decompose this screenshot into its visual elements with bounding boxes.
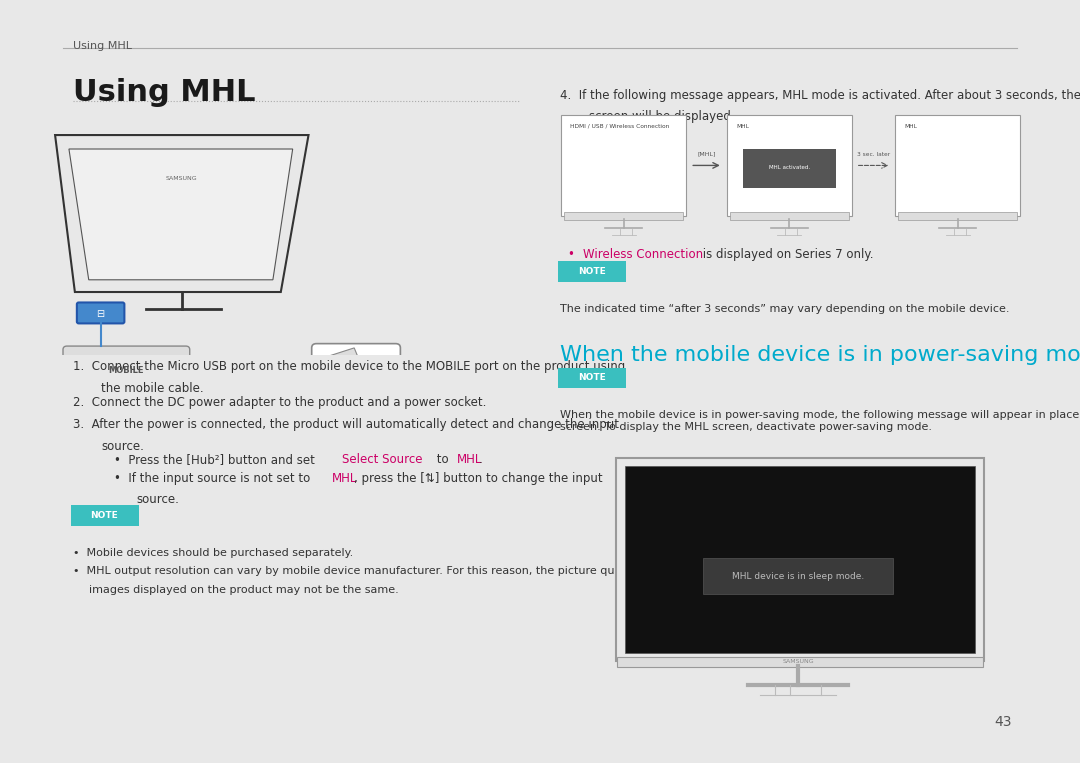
Text: MHL: MHL xyxy=(332,472,357,485)
Text: to: to xyxy=(433,453,453,466)
Text: Select Source: Select Source xyxy=(342,453,422,466)
FancyBboxPatch shape xyxy=(558,368,626,388)
FancyBboxPatch shape xyxy=(624,465,975,653)
FancyBboxPatch shape xyxy=(727,115,852,216)
FancyBboxPatch shape xyxy=(565,212,684,220)
Text: screen will be displayed.: screen will be displayed. xyxy=(589,111,734,124)
Text: •  If the input source is not set to: • If the input source is not set to xyxy=(113,472,313,485)
Text: is displayed on Series 7 only.: is displayed on Series 7 only. xyxy=(700,248,874,261)
FancyBboxPatch shape xyxy=(899,212,1017,220)
FancyBboxPatch shape xyxy=(63,346,190,404)
Text: images displayed on the product may not be the same.: images displayed on the product may not … xyxy=(90,585,399,595)
Text: •  Mobile devices should be purchased separately.: • Mobile devices should be purchased sep… xyxy=(73,548,353,558)
FancyBboxPatch shape xyxy=(617,657,983,667)
Text: Using MHL: Using MHL xyxy=(73,78,256,107)
Text: NOTE: NOTE xyxy=(91,511,119,520)
Text: 2.  Connect the DC power adapter to the product and a power socket.: 2. Connect the DC power adapter to the p… xyxy=(73,396,486,409)
Text: MHL: MHL xyxy=(457,453,482,466)
Text: HDMI / USB / Wireless Connection: HDMI / USB / Wireless Connection xyxy=(570,124,670,129)
Text: 1.  Connect the Micro USB port on the mobile device to the MOBILE port on the pr: 1. Connect the Micro USB port on the mob… xyxy=(73,359,625,372)
Polygon shape xyxy=(285,366,309,382)
FancyBboxPatch shape xyxy=(71,505,139,526)
FancyBboxPatch shape xyxy=(743,149,836,188)
Text: •  Press the [Hub²] button and set: • Press the [Hub²] button and set xyxy=(113,453,319,466)
Text: When the mobile device is in power-saving mode, the following message will appea: When the mobile device is in power-savin… xyxy=(561,410,1080,432)
FancyBboxPatch shape xyxy=(730,212,849,220)
Text: MHL: MHL xyxy=(904,124,917,129)
Text: .: . xyxy=(480,453,483,466)
Text: source.: source. xyxy=(136,493,179,506)
Text: 3 sec. later: 3 sec. later xyxy=(856,152,890,156)
Text: Using MHL: Using MHL xyxy=(73,41,132,51)
FancyBboxPatch shape xyxy=(558,262,626,282)
Text: MHL activated.: MHL activated. xyxy=(769,165,810,170)
Text: MHL device is in sleep mode.: MHL device is in sleep mode. xyxy=(732,571,864,581)
Text: Wireless Connection: Wireless Connection xyxy=(582,248,703,261)
FancyBboxPatch shape xyxy=(312,343,401,404)
Text: NOTE: NOTE xyxy=(578,267,606,276)
Polygon shape xyxy=(69,149,293,280)
FancyBboxPatch shape xyxy=(616,458,984,661)
Text: MOBILE: MOBILE xyxy=(109,366,144,375)
Polygon shape xyxy=(198,366,226,382)
FancyBboxPatch shape xyxy=(895,115,1021,216)
Text: •: • xyxy=(568,248,583,261)
Text: 3.  After the power is connected, the product will automatically detect and chan: 3. After the power is connected, the pro… xyxy=(73,418,619,431)
Text: SAMSUNG: SAMSUNG xyxy=(782,659,814,665)
Text: SAMSUNG: SAMSUNG xyxy=(166,176,198,181)
Text: 4.  If the following message appears, MHL mode is activated. After about 3 secon: 4. If the following message appears, MHL… xyxy=(561,89,1080,101)
Text: NOTE: NOTE xyxy=(578,373,606,382)
Text: [MHL]: [MHL] xyxy=(698,152,716,156)
Text: •  MHL output resolution can vary by mobile device manufacturer. For this reason: • MHL output resolution can vary by mobi… xyxy=(73,566,653,576)
FancyBboxPatch shape xyxy=(82,375,119,388)
Polygon shape xyxy=(324,348,372,400)
Text: 43: 43 xyxy=(995,716,1012,729)
Text: the mobile cable.: the mobile cable. xyxy=(102,382,204,394)
Text: source.: source. xyxy=(102,440,145,453)
Text: ⊟: ⊟ xyxy=(96,309,105,319)
Text: The indicated time “after 3 seconds” may vary depending on the mobile device.: The indicated time “after 3 seconds” may… xyxy=(561,304,1010,314)
FancyBboxPatch shape xyxy=(703,559,893,594)
Text: When the mobile device is in power-saving mode: When the mobile device is in power-savin… xyxy=(561,345,1080,365)
Text: MHL: MHL xyxy=(735,124,748,129)
Text: , press the [⇅] button to change the input: , press the [⇅] button to change the inp… xyxy=(354,472,603,485)
FancyBboxPatch shape xyxy=(77,302,124,324)
FancyBboxPatch shape xyxy=(562,115,686,216)
